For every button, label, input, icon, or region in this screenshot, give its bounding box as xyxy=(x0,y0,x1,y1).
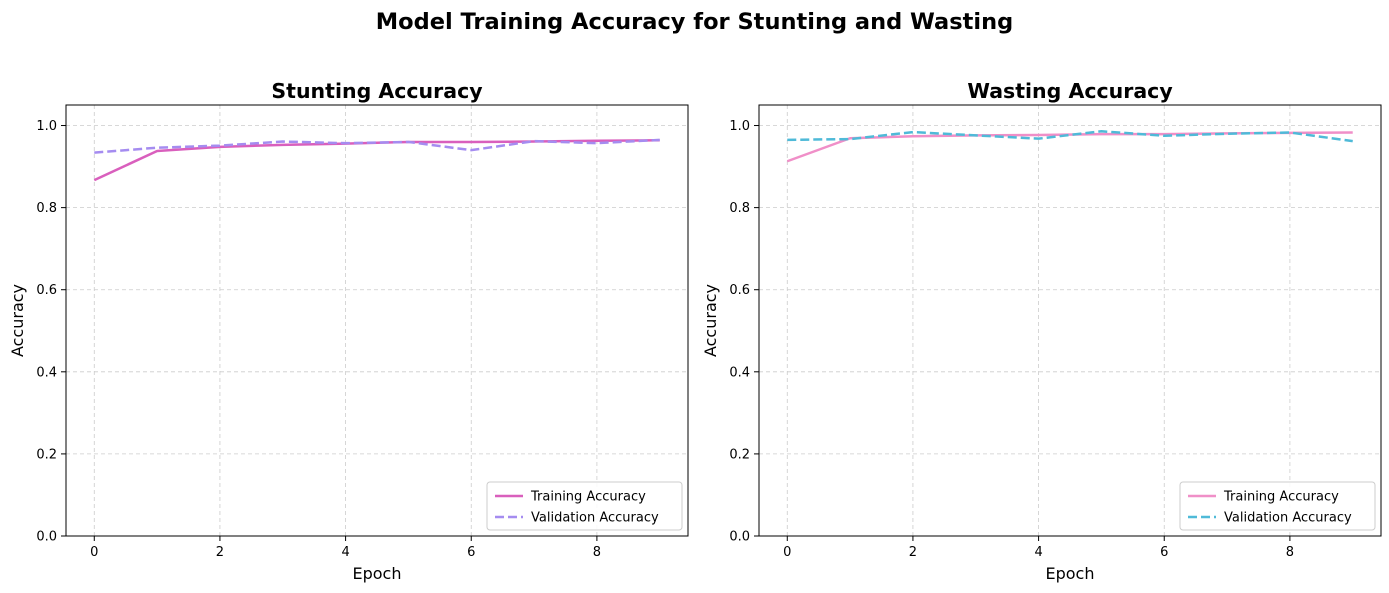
wasting-y-tick-label: 0.4 xyxy=(729,365,750,380)
wasting-x-tick-label: 2 xyxy=(909,545,917,560)
wasting-x-tick-label: 8 xyxy=(1286,545,1294,560)
wasting-y-tick-label: 0.8 xyxy=(729,201,750,216)
stunting-series-validation-line xyxy=(94,138,660,154)
stunting-legend-label-training: Training Accuracy xyxy=(530,490,646,505)
wasting-y-tick-label: 0.6 xyxy=(729,283,750,298)
stunting-x-tick-label: 6 xyxy=(467,545,475,560)
stunting-y-tick-label: 0.6 xyxy=(36,283,57,298)
wasting-chart-title: Wasting Accuracy xyxy=(967,79,1172,103)
wasting-x-tick-label: 6 xyxy=(1160,545,1168,560)
wasting-legend-box xyxy=(1179,481,1376,531)
wasting-series-validation-line xyxy=(787,130,1353,143)
wasting-y-tick-label: 1.0 xyxy=(729,119,750,134)
wasting-axes-frame xyxy=(758,104,1382,537)
stunting-plot-area xyxy=(66,105,688,536)
stunting-y-tick-label: 0.8 xyxy=(36,201,57,216)
stunting-axes-frame xyxy=(65,104,689,537)
wasting-y-tick-label: 0.2 xyxy=(729,447,750,462)
stunting-y-tick-label: 1.0 xyxy=(36,119,57,134)
stunting-legend: Training Accuracy Validation Accuracy xyxy=(486,481,683,531)
stunting-legend-box xyxy=(486,481,683,531)
wasting-x-tick-label: 0 xyxy=(783,545,791,560)
stunting-y-tick-label: 0.4 xyxy=(36,365,57,380)
stunting-chart: 0 2 4 6 8 0.0 0.2 0.4 0.6 0.8 1.0 Stunting Accuracy… xyxy=(8,79,689,583)
figure-title: Model Training Accuracy for Stunting and… xyxy=(376,9,1013,35)
stunting-x-tick-label: 2 xyxy=(216,545,224,560)
stunting-x-tick-label: 4 xyxy=(341,545,349,560)
stunting-y-tick-label: 0.0 xyxy=(36,530,57,545)
wasting-legend: Training Accuracy Validation Accuracy xyxy=(1179,481,1376,531)
wasting-x-tick-label: 4 xyxy=(1034,545,1042,560)
stunting-x-tick-label: 0 xyxy=(90,545,98,560)
stunting-y-axis-label: Accuracy xyxy=(8,284,27,357)
wasting-y-axis-label: Accuracy xyxy=(701,284,720,357)
wasting-y-tick-label: 0.0 xyxy=(729,530,750,545)
stunting-x-axis-label: Epoch xyxy=(353,564,402,583)
stunting-y-tick-label: 0.2 xyxy=(36,447,57,462)
stunting-x-tick-label: 8 xyxy=(593,545,601,560)
stunting-legend-label-validation: Validation Accuracy xyxy=(531,511,659,526)
wasting-chart: 0 2 4 6 8 0.0 0.2 0.4 0.6 0.8 1.0 Wasting Accuracy E… xyxy=(701,79,1382,583)
wasting-legend-label-validation: Validation Accuracy xyxy=(1224,511,1352,526)
stunting-chart-title: Stunting Accuracy xyxy=(271,79,482,103)
wasting-legend-label-training: Training Accuracy xyxy=(1223,490,1339,505)
wasting-plot-area xyxy=(759,105,1381,536)
wasting-x-axis-label: Epoch xyxy=(1046,564,1095,583)
